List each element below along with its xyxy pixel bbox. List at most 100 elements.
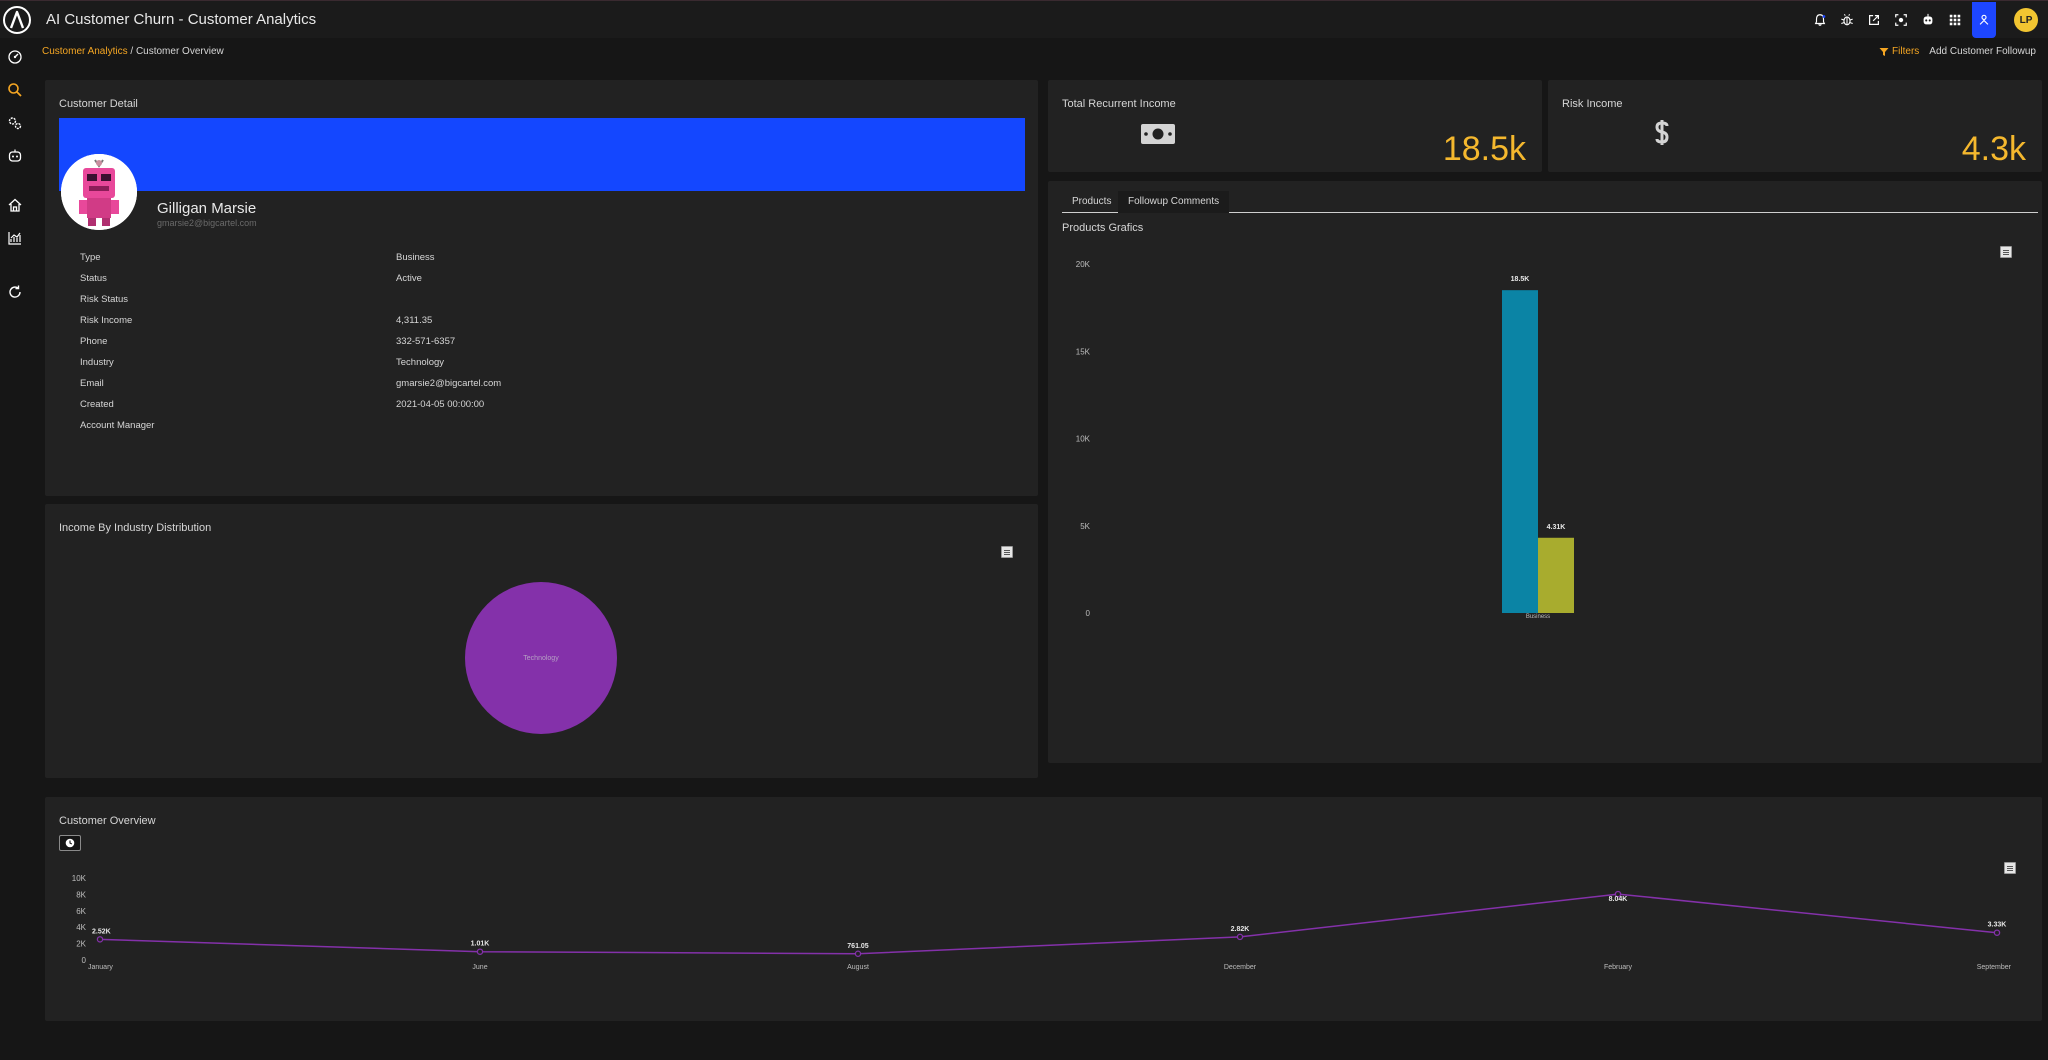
detail-label-created: Created bbox=[80, 399, 114, 410]
gears-icon bbox=[8, 117, 22, 130]
app-logo-icon[interactable] bbox=[2, 5, 32, 35]
customer-detail-panel: Customer Detail Gilligan Marsie gmarsie2… bbox=[45, 80, 1038, 496]
money-icon bbox=[1141, 124, 1175, 144]
robot-avatar-icon bbox=[61, 154, 137, 230]
industry-pie-chart: Technology bbox=[465, 582, 617, 734]
detail-label-email: Email bbox=[80, 378, 104, 389]
customer-email-subtitle: gmarsie2@bigcartel.com bbox=[157, 218, 257, 228]
share-icon bbox=[1868, 15, 1879, 25]
point-data-label: 2.82K bbox=[1231, 926, 1250, 933]
chart-icon bbox=[8, 232, 21, 245]
detail-label-account-manager: Account Manager bbox=[80, 420, 155, 431]
bar-data-label: 18.5K bbox=[1511, 276, 1530, 283]
y-tick-label: 10K bbox=[72, 874, 87, 883]
detail-label-risk-income: Risk Income bbox=[80, 315, 133, 326]
customer-name: Gilligan Marsie bbox=[157, 200, 257, 217]
detail-label-status: Status bbox=[80, 273, 107, 284]
y-tick-label: 6K bbox=[76, 907, 86, 916]
y-tick-label: 2K bbox=[76, 940, 86, 949]
tab-followup-comments[interactable]: Followup Comments bbox=[1118, 191, 1230, 213]
data-point bbox=[96, 936, 104, 943]
point-data-label: 3.33K bbox=[1988, 922, 2007, 929]
y-tick-label: 0 bbox=[82, 956, 87, 965]
person-icon bbox=[1979, 14, 1989, 25]
sidebar-item-home[interactable] bbox=[6, 196, 24, 214]
breadcrumb-parent-link[interactable]: Customer Analytics bbox=[42, 46, 128, 57]
customer-overview-panel: Customer Overview 10K 8K 6K 4K 2K 0 2.52K Janua… bbox=[45, 797, 2042, 1021]
time-range-button[interactable] bbox=[59, 835, 81, 851]
user-mode-button[interactable] bbox=[1972, 2, 1996, 38]
apps-button[interactable] bbox=[1941, 7, 1968, 34]
x-tick-label: Business bbox=[1526, 614, 1550, 620]
sidebar-item-settings[interactable] bbox=[6, 114, 24, 132]
data-point bbox=[1236, 933, 1244, 941]
customer-overview-line-chart: 10K 8K 6K 4K 2K 0 2.52K January 1.01K June 761.05 A… bbox=[72, 874, 2012, 971]
user-avatar[interactable]: LP bbox=[2014, 8, 2038, 32]
customer-detail-title: Customer Detail bbox=[59, 98, 138, 110]
sidebar bbox=[0, 38, 30, 1060]
detail-label-phone: Phone bbox=[80, 336, 108, 347]
screenshot-button[interactable] bbox=[1887, 7, 1914, 34]
detail-label-industry: Industry bbox=[80, 357, 114, 368]
pie-slice-label: Technology bbox=[523, 655, 559, 662]
pie-slice bbox=[465, 582, 617, 734]
filters-button[interactable]: Filters bbox=[1879, 46, 1919, 57]
breadcrumb-current: Customer Overview bbox=[135, 46, 224, 57]
robot-icon bbox=[8, 149, 22, 162]
bar-data-label: 4.31K bbox=[1547, 524, 1566, 531]
x-tick-label: January bbox=[88, 964, 113, 971]
filters-label: Filters bbox=[1892, 46, 1920, 57]
customer-overview-title: Customer Overview bbox=[59, 815, 156, 827]
top-bar: AI Customer Churn - Customer Analytics bbox=[0, 0, 2048, 38]
funnel-icon bbox=[1879, 47, 1889, 56]
home-icon bbox=[8, 198, 22, 212]
bug-report-button[interactable] bbox=[1833, 7, 1860, 34]
detail-value-industry: Technology bbox=[396, 357, 445, 368]
detail-value-status: Active bbox=[396, 273, 422, 284]
products-bar-chart: 20K 15K 10K 5K 0 18.5K 4.31K Business bbox=[1076, 260, 1574, 620]
app-title: AI Customer Churn - Customer Analytics bbox=[46, 11, 317, 28]
x-tick-label: August bbox=[847, 964, 869, 971]
detail-value-email: gmarsie2@bigcartel.com bbox=[396, 378, 502, 389]
data-point bbox=[854, 950, 862, 958]
point-data-label: 1.01K bbox=[471, 941, 490, 948]
sidebar-item-bots[interactable] bbox=[6, 147, 24, 165]
kpi-value: 18.5k bbox=[1442, 130, 1526, 168]
dollar-icon bbox=[1655, 120, 1669, 145]
search-icon bbox=[8, 83, 22, 97]
y-tick-label: 5K bbox=[1080, 522, 1090, 531]
sidebar-item-dashboard[interactable] bbox=[6, 48, 24, 66]
detail-value-created: 2021-04-05 00:00:00 bbox=[396, 399, 485, 410]
detail-label-risk-status: Risk Status bbox=[80, 294, 129, 305]
chart-menu-button[interactable] bbox=[2004, 862, 2016, 874]
detail-value-type: Business bbox=[396, 252, 435, 263]
sidebar-item-search[interactable] bbox=[6, 81, 24, 99]
series-line bbox=[99, 893, 1998, 955]
data-point bbox=[1614, 890, 1622, 898]
sidebar-item-analytics[interactable] bbox=[6, 229, 24, 247]
kpi-title: Total Recurrent Income bbox=[1062, 98, 1176, 110]
robot-icon bbox=[1923, 13, 1932, 25]
detail-label-type: Type bbox=[80, 252, 101, 263]
tab-products[interactable]: Products bbox=[1072, 196, 1112, 207]
x-tick-label: February bbox=[1604, 964, 1633, 971]
notifications-button[interactable] bbox=[1806, 7, 1833, 34]
point-data-label: 761.05 bbox=[847, 943, 869, 950]
sidebar-item-refresh[interactable] bbox=[6, 283, 24, 301]
customer-avatar bbox=[61, 154, 137, 230]
y-tick-label: 8K bbox=[76, 890, 86, 899]
add-customer-followup-button[interactable]: Add Customer Followup bbox=[1929, 46, 2036, 57]
products-chart-title: Products Grafics bbox=[1062, 222, 1144, 234]
clock-icon bbox=[65, 838, 75, 848]
y-tick-label: 15K bbox=[1076, 347, 1091, 356]
breadcrumb-separator: / bbox=[127, 46, 136, 57]
kpi-title: Risk Income bbox=[1562, 98, 1623, 110]
assistant-button[interactable] bbox=[1914, 7, 1941, 34]
chart-menu-button[interactable] bbox=[2000, 246, 2012, 258]
products-tab-bar: Products Followup Comments bbox=[1062, 191, 2038, 213]
y-tick-label: 10K bbox=[1076, 435, 1091, 444]
share-button[interactable] bbox=[1860, 7, 1887, 34]
top-toolbar: LP bbox=[1806, 1, 2040, 39]
chart-menu-button[interactable] bbox=[1001, 546, 1013, 558]
